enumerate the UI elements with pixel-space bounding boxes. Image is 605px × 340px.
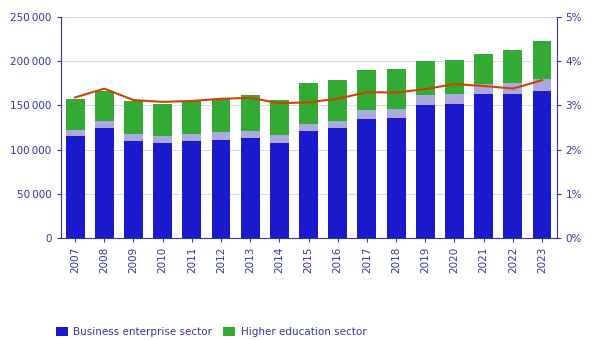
Bar [95, 129, 114, 238]
Legend: Business enterprise sector, Government sector, Higher education sector, R&D as s: Business enterprise sector, Government s… [56, 327, 411, 340]
Bar [445, 104, 464, 238]
Bar [299, 123, 318, 131]
Bar [387, 69, 405, 109]
Bar [124, 134, 143, 141]
Bar [358, 110, 376, 119]
Bar [416, 61, 435, 95]
Bar [182, 101, 201, 134]
Bar [182, 134, 201, 141]
Bar [65, 130, 85, 136]
Bar [65, 99, 85, 130]
Bar [124, 141, 143, 238]
Bar [387, 118, 405, 238]
Bar [241, 95, 260, 131]
Bar [95, 121, 114, 129]
Bar [358, 119, 376, 238]
Bar [153, 143, 172, 238]
Bar [153, 136, 172, 143]
Bar [474, 84, 493, 94]
Bar [65, 136, 85, 238]
Bar [474, 94, 493, 238]
Bar [124, 101, 143, 134]
Bar [532, 79, 552, 91]
Bar [212, 99, 231, 132]
Bar [270, 135, 289, 142]
Bar [503, 83, 522, 94]
Bar [474, 54, 493, 84]
Bar [503, 94, 522, 238]
Bar [95, 91, 114, 121]
Bar [329, 121, 347, 129]
Bar [416, 95, 435, 104]
Bar [445, 60, 464, 94]
Bar [299, 131, 318, 238]
Bar [153, 104, 172, 136]
Bar [532, 41, 552, 79]
Bar [329, 129, 347, 238]
Bar [299, 83, 318, 123]
Bar [329, 80, 347, 121]
Bar [270, 100, 289, 135]
Bar [241, 138, 260, 238]
Bar [212, 140, 231, 238]
Bar [445, 94, 464, 104]
Bar [387, 109, 405, 118]
Bar [270, 142, 289, 238]
Bar [532, 91, 552, 238]
Bar [212, 132, 231, 140]
Bar [416, 104, 435, 238]
Bar [241, 131, 260, 138]
Bar [503, 50, 522, 83]
Bar [182, 141, 201, 238]
Bar [358, 70, 376, 110]
